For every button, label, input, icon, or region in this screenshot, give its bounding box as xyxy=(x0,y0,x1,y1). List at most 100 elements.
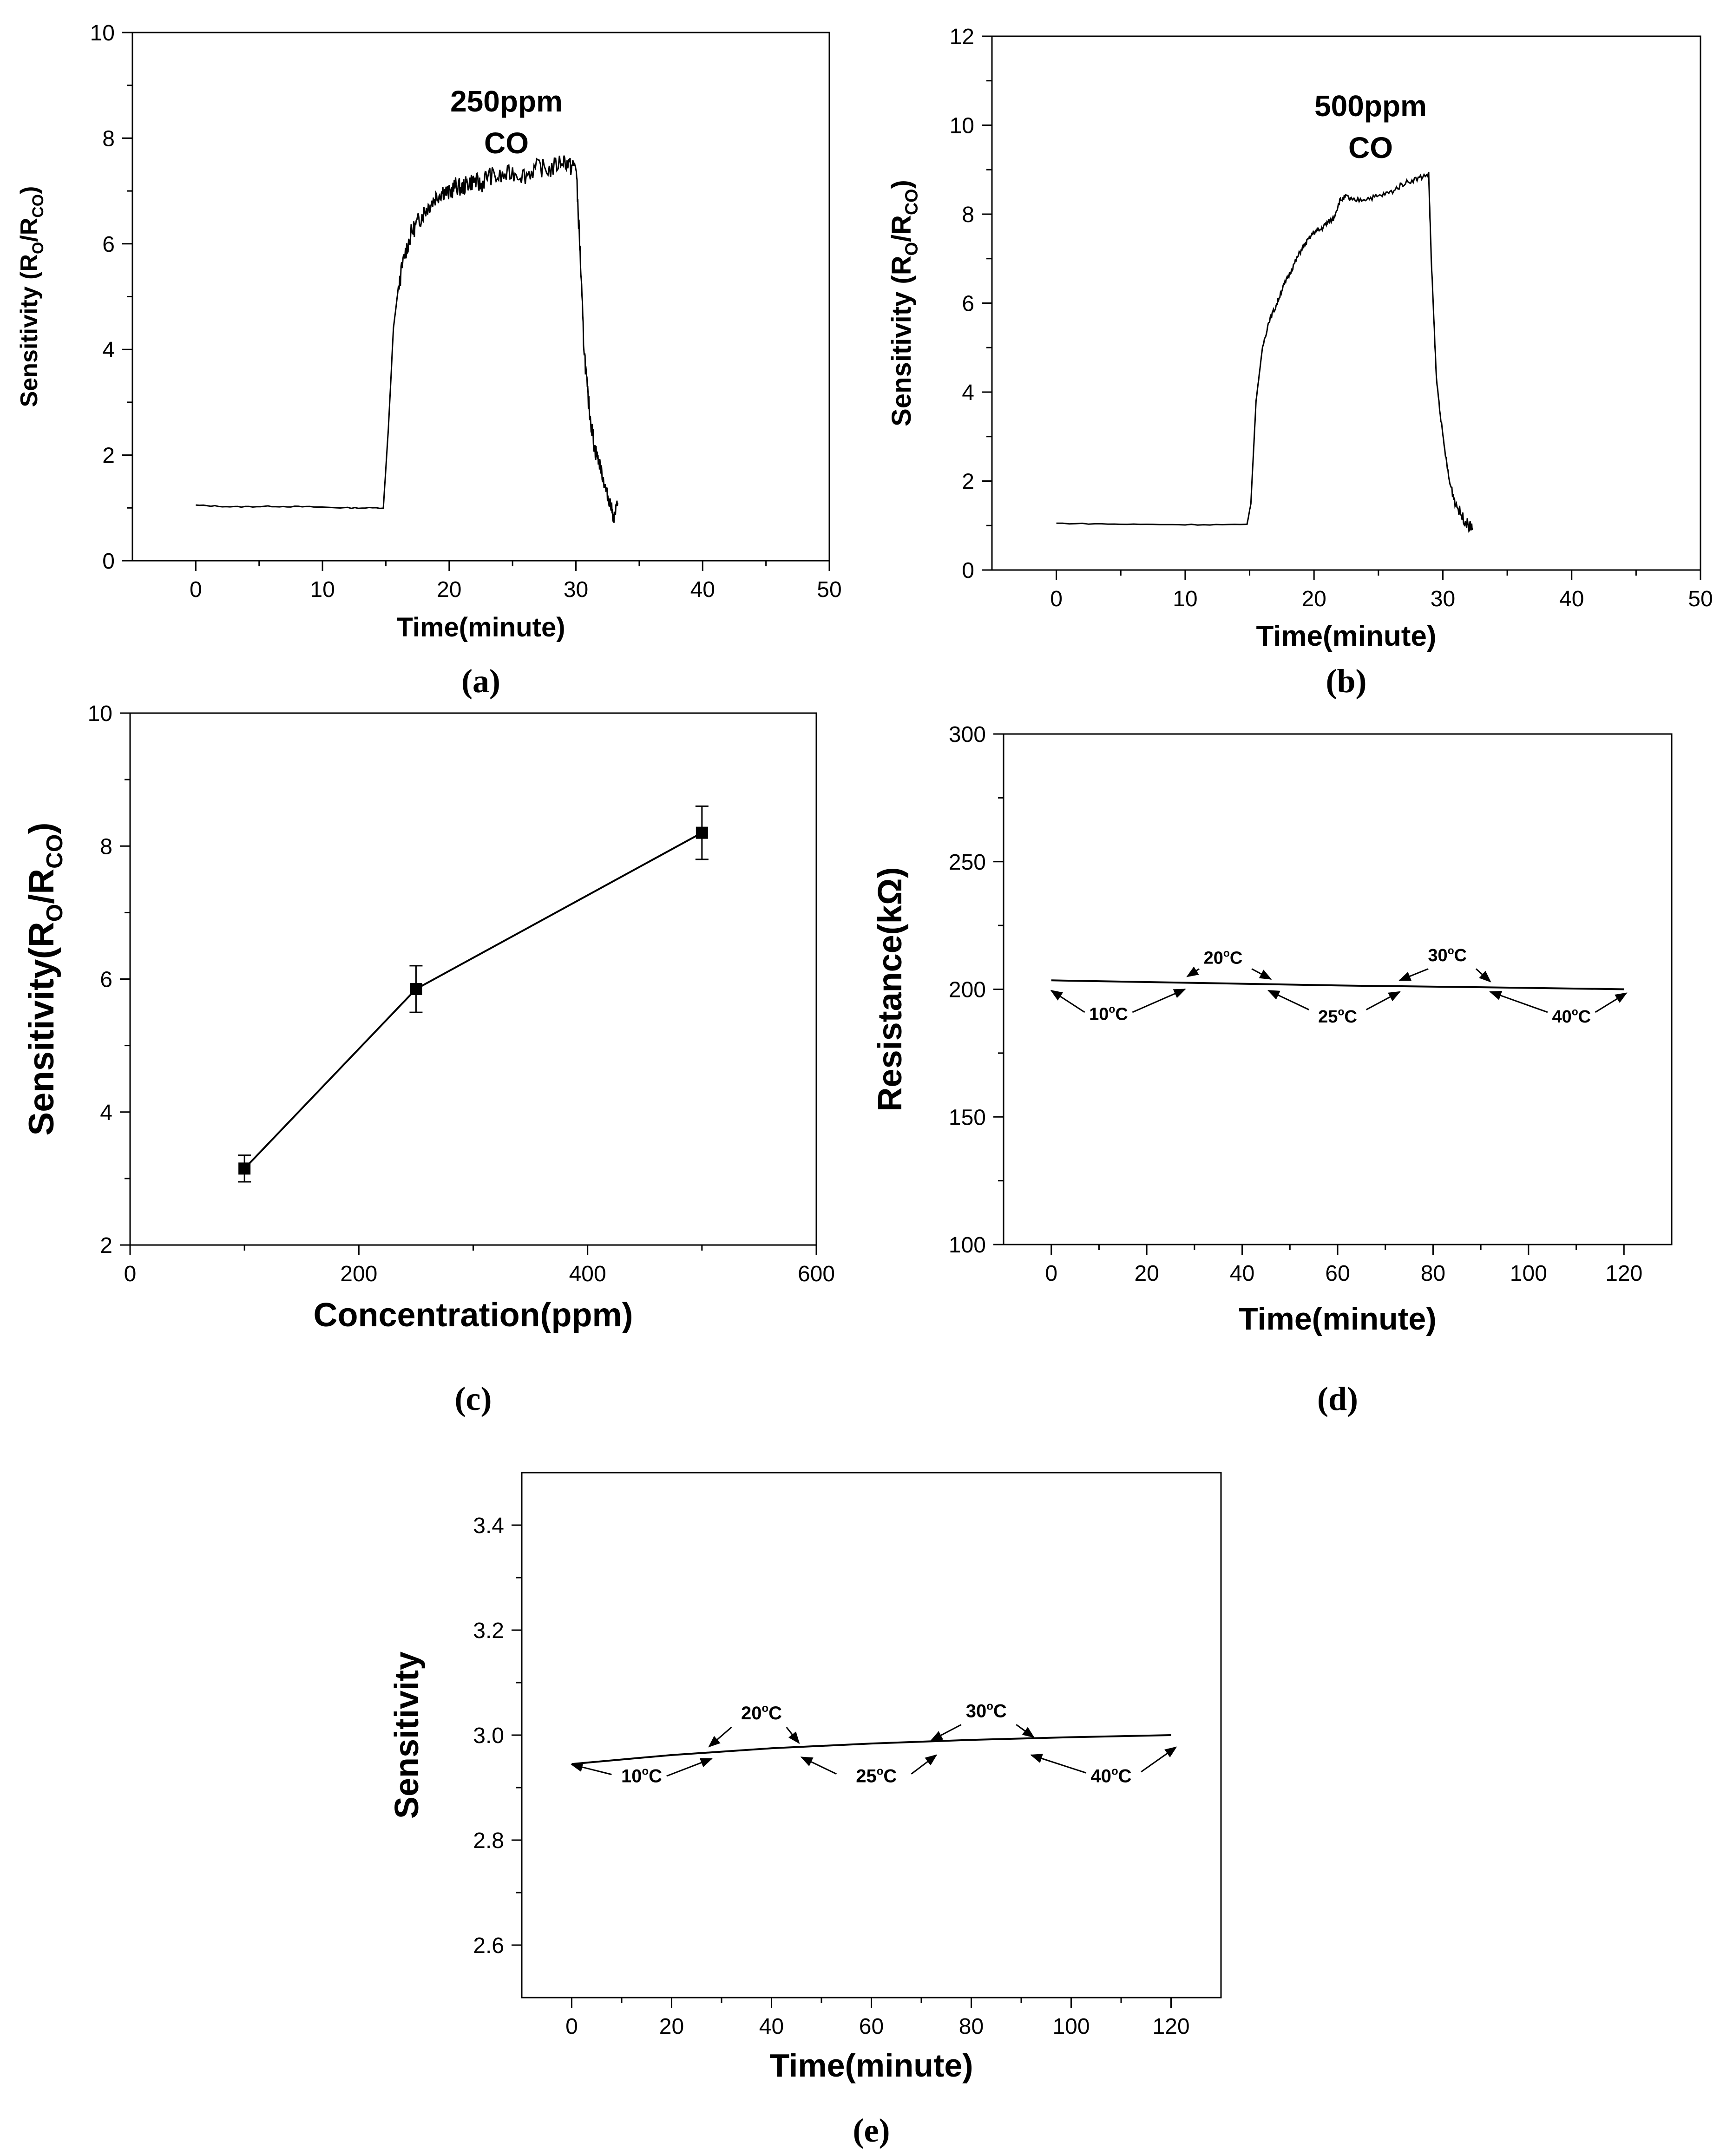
panel-caption: (a) xyxy=(461,662,500,700)
y-tick-label: 2.6 xyxy=(473,1933,504,1958)
arrow xyxy=(708,1726,732,1748)
data-point xyxy=(410,983,422,995)
y-axis-title: Sensitivity (RO/RCO) xyxy=(16,186,47,407)
arrow xyxy=(1030,1754,1087,1774)
arrow xyxy=(1595,992,1628,1013)
y-tick-label: 12 xyxy=(950,25,974,49)
arrow xyxy=(911,1754,938,1775)
temperature-label: 25oC xyxy=(1318,1006,1357,1027)
chart-panel-d: 0 20 40 60 80 100 120 100 150 200 250 300 Time(minut… xyxy=(872,722,1673,1417)
y-tick-label: 6 xyxy=(962,292,974,316)
arrow xyxy=(1186,966,1200,977)
arrow xyxy=(1016,1724,1035,1738)
chart-panel-b: 0 10 20 30 40 50 0 2 4 6 8 10 12 Time(minute) Sensitiv… xyxy=(886,25,1713,700)
chart-panel-a: 0 10 20 30 40 50 0 2 4 6 8 10 Time(minute) Sensitivit… xyxy=(16,21,842,700)
y-tick-label: 300 xyxy=(949,722,986,747)
arrow xyxy=(666,1758,713,1777)
x-tick-label: 0 xyxy=(565,2014,578,2039)
y-tick-label: 2 xyxy=(100,1233,112,1258)
temperature-label: 40oC xyxy=(1090,1765,1131,1787)
data-point xyxy=(696,826,708,839)
y-tick-label: 10 xyxy=(950,114,974,138)
x-tick-label: 120 xyxy=(1605,1261,1642,1286)
series-line xyxy=(243,832,702,1169)
plot-frame xyxy=(521,1472,1222,1999)
y-tick-label: 150 xyxy=(949,1105,986,1130)
y-axis-title: Resistance(kΩ) xyxy=(872,867,909,1112)
x-tick-label: 10 xyxy=(310,577,335,602)
panel-caption: (d) xyxy=(1317,1380,1358,1417)
x-tick-label: 10 xyxy=(1173,587,1197,611)
x-tick-label: 0 xyxy=(190,577,202,602)
y-axis-title: Sensitivity (RO/RCO) xyxy=(886,180,921,426)
x-tick-label: 200 xyxy=(340,1262,377,1286)
y-tick-label: 4 xyxy=(962,380,974,405)
panel-caption: (c) xyxy=(455,1380,492,1417)
x-tick-label: 0 xyxy=(124,1262,137,1286)
x-tick-label: 40 xyxy=(759,2014,784,2039)
y-tick-label: 250 xyxy=(949,850,986,875)
y-tick-label: 6 xyxy=(102,232,115,257)
x-tick-label: 0 xyxy=(1045,1261,1057,1286)
series-line xyxy=(571,1734,1171,1765)
plot-frame xyxy=(129,712,817,1246)
x-tick-label: 20 xyxy=(1134,1261,1159,1286)
y-tick-label: 3.4 xyxy=(473,1514,504,1538)
temperature-label: 20oC xyxy=(1204,947,1243,968)
temperature-label: 25oC xyxy=(856,1765,897,1787)
arrow xyxy=(570,1762,612,1776)
x-tick-label: 120 xyxy=(1152,2014,1189,2039)
arrow xyxy=(786,1727,800,1744)
x-tick-label: 50 xyxy=(817,577,841,602)
y-axis-title: Sensitivity xyxy=(388,1651,426,1819)
y-tick-label: 6 xyxy=(100,968,112,992)
arrow xyxy=(1365,991,1401,1010)
y-tick-label: 8 xyxy=(102,126,115,151)
x-tick-label: 60 xyxy=(1325,1261,1350,1286)
x-tick-label: 100 xyxy=(1510,1261,1547,1286)
panel-caption: (e) xyxy=(853,2112,890,2149)
y-tick-label: 4 xyxy=(100,1101,112,1125)
y-tick-label: 3.2 xyxy=(473,1619,504,1643)
chart-panel-c: 0 200 400 600 2 4 6 8 10 Concentration(ppm) Sensit… xyxy=(22,701,835,1417)
x-tick-label: 50 xyxy=(1688,587,1713,611)
arrow xyxy=(1050,990,1085,1013)
x-axis-title: Concentration(ppm) xyxy=(314,1297,633,1334)
x-tick-label: 40 xyxy=(1230,1261,1254,1286)
x-tick-label: 600 xyxy=(798,1262,835,1286)
x-axis-title: Time(minute) xyxy=(1256,620,1436,652)
series-line xyxy=(196,155,618,523)
y-tick-label: 0 xyxy=(962,558,974,583)
arrow xyxy=(930,1724,962,1741)
arrow xyxy=(1141,1746,1177,1773)
arrow xyxy=(1489,991,1548,1013)
temperature-label: 30oC xyxy=(1428,944,1467,965)
x-tick-label: 400 xyxy=(569,1262,606,1286)
series-line xyxy=(1051,979,1624,990)
y-tick-label: 2.8 xyxy=(473,1828,504,1853)
x-tick-label: 20 xyxy=(437,577,461,602)
arrow xyxy=(1132,989,1186,1013)
x-tick-label: 20 xyxy=(659,2014,684,2039)
y-tick-label: 8 xyxy=(962,203,974,227)
x-axis-title: Time(minute) xyxy=(396,612,565,642)
arrow xyxy=(800,1756,837,1775)
x-axis-title: Time(minute) xyxy=(769,2047,973,2084)
chart-panel-e: 0 20 40 60 80 100 120 2.6 2.8 3.0 3.2 3.4 Time(minut… xyxy=(388,1472,1222,2149)
x-tick-label: 20 xyxy=(1301,587,1326,611)
x-axis-title: Time(minute) xyxy=(1239,1301,1437,1337)
x-tick-label: 40 xyxy=(690,577,715,602)
y-axis-title: Sensitivity(RO/RCO) xyxy=(22,822,67,1135)
y-tick-label: 10 xyxy=(88,701,112,726)
y-tick-label: 10 xyxy=(90,21,115,46)
temperature-label: 20oC xyxy=(741,1702,782,1723)
gas-annotation: 250ppm xyxy=(450,85,563,118)
arrow xyxy=(1251,968,1272,980)
y-tick-label: 2 xyxy=(102,444,115,468)
y-tick-label: 8 xyxy=(100,834,112,859)
gas-annotation: 500ppm xyxy=(1314,89,1427,123)
y-tick-label: 2 xyxy=(962,470,974,494)
temperature-label: 40oC xyxy=(1552,1006,1591,1027)
gas-annotation: CO xyxy=(484,126,529,160)
